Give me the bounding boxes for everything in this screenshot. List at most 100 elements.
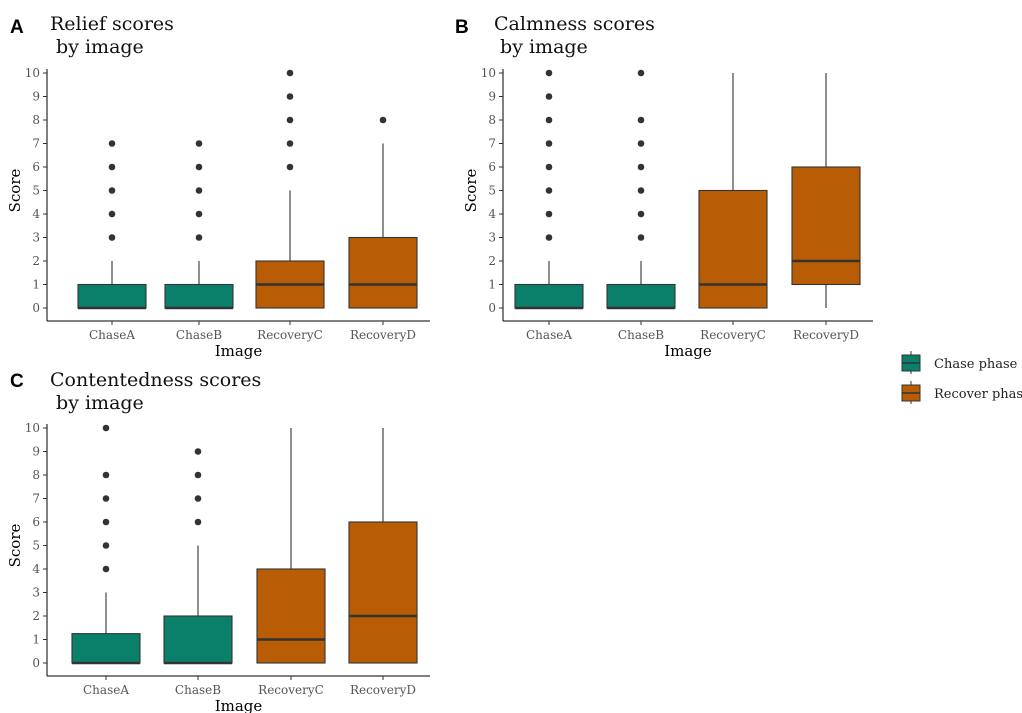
panel-title-line: Contentedness scores (50, 369, 261, 391)
legend-item-chase: Chase phase (901, 351, 1018, 374)
panel-title-line: by image (50, 392, 144, 414)
y-tick-label: 9 (32, 445, 40, 459)
outlier-point (545, 187, 553, 194)
outlier-point (637, 210, 645, 218)
iqr-box (698, 189, 768, 309)
iqr-box (514, 283, 584, 309)
y-axis-title: Score (6, 169, 24, 213)
y-tick-label: 2 (32, 254, 40, 268)
iqr-box (71, 633, 141, 664)
panel-title-line: Calmness scores (494, 13, 655, 35)
panel-letter: B (455, 17, 469, 38)
legend-item-recover: Recover phase (901, 381, 1022, 404)
iqr-box (606, 283, 676, 309)
y-tick-label: 6 (32, 160, 40, 174)
outlier-point (102, 424, 110, 432)
y-tick-label: 3 (32, 586, 40, 600)
y-tick-label: 4 (32, 207, 40, 221)
outlier-point (194, 518, 202, 526)
y-axis-title: Score (6, 524, 24, 568)
iqr-box (348, 236, 418, 309)
box-chasea (514, 69, 584, 310)
x-tick-label: ChaseA (83, 683, 129, 697)
outlier-point (195, 210, 203, 218)
panel-letter: A (10, 17, 24, 38)
y-tick-label: 5 (32, 539, 40, 553)
x-tick-label: ChaseB (618, 328, 664, 342)
y-tick-label: 7 (32, 492, 40, 506)
outlier-point (545, 234, 553, 241)
outlier-point (194, 471, 202, 479)
panel-title-line: Relief scores (50, 13, 174, 35)
y-tick-label: 10 (25, 66, 40, 80)
outlier-point (108, 140, 116, 147)
outlier-point (286, 93, 294, 100)
iqr-box (77, 283, 147, 309)
outlier-point (108, 163, 116, 171)
legend: Chase phase Recover phase (901, 351, 1022, 404)
outlier-point (102, 542, 110, 549)
outlier-point (102, 471, 110, 479)
panel-title-line: by image (494, 36, 588, 58)
panel-title-line: by image (50, 36, 144, 58)
outlier-point (637, 163, 645, 171)
box-chaseb (606, 69, 676, 310)
legend-label: Recover phase (934, 387, 1022, 402)
y-tick-label: 4 (488, 207, 496, 221)
box-chaseb (163, 448, 233, 665)
panel-c: C Contentedness scores by image 0 1 2 3 4 5 6 7 8 9… (6, 369, 430, 713)
iqr-box (163, 615, 233, 664)
y-tick-label: 8 (488, 113, 496, 127)
box-recoveryd (348, 428, 418, 664)
outlier-point (102, 518, 110, 526)
box-recoveryc (698, 73, 768, 309)
y-tick-label: 10 (481, 66, 496, 80)
outlier-point (545, 163, 553, 171)
x-axis-title: Image (664, 342, 712, 360)
box-recoveryd (348, 116, 418, 309)
iqr-box (791, 166, 861, 286)
y-tick-label: 5 (488, 184, 496, 198)
x-tick-label: RecoveryC (258, 683, 324, 697)
y-tick-label: 7 (32, 137, 40, 151)
iqr-box (348, 521, 418, 664)
outlier-point (108, 210, 116, 218)
x-axis-title: Image (215, 697, 263, 713)
outlier-point (637, 187, 645, 194)
y-tick-label: 9 (488, 90, 496, 104)
x-tick-label: ChaseB (175, 683, 221, 697)
outlier-point (545, 140, 553, 147)
y-tick-label: 0 (32, 656, 40, 670)
outlier-point (545, 93, 553, 100)
iqr-box (256, 568, 326, 664)
outlier-point (195, 234, 203, 241)
x-tick-label: RecoveryD (793, 328, 859, 342)
outlier-point (102, 495, 110, 502)
y-axis-title: Score (462, 169, 480, 213)
x-tick-label: ChaseA (526, 328, 572, 342)
outlier-point (379, 116, 387, 124)
outlier-point (195, 163, 203, 171)
x-tick-label: ChaseB (176, 328, 222, 342)
outlier-point (637, 140, 645, 147)
panel-b: B Calmness scores by image 0 1 2 3 4 5 6 7 8 9 10 Cha… (455, 13, 873, 360)
outlier-point (286, 69, 294, 77)
outlier-point (194, 448, 202, 455)
x-tick-label: RecoveryC (257, 328, 323, 342)
y-tick-label: 2 (488, 254, 496, 268)
y-tick-label: 6 (32, 515, 40, 529)
outlier-point (195, 140, 203, 147)
box-chaseb (164, 140, 234, 310)
x-axis-title: Image (215, 342, 263, 360)
outlier-point (108, 187, 116, 194)
y-tick-label: 9 (32, 90, 40, 104)
outlier-point (637, 69, 645, 77)
panel-a: A Relief scores by image 0 1 2 3 4 5 6 7 8 9 10 Chase… (6, 13, 430, 360)
box-recoveryc (255, 69, 325, 309)
y-tick-label: 8 (32, 113, 40, 127)
outlier-point (286, 163, 294, 171)
y-tick-label: 3 (32, 231, 40, 245)
box-recoveryc (256, 428, 326, 664)
y-tick-label: 1 (32, 633, 40, 647)
